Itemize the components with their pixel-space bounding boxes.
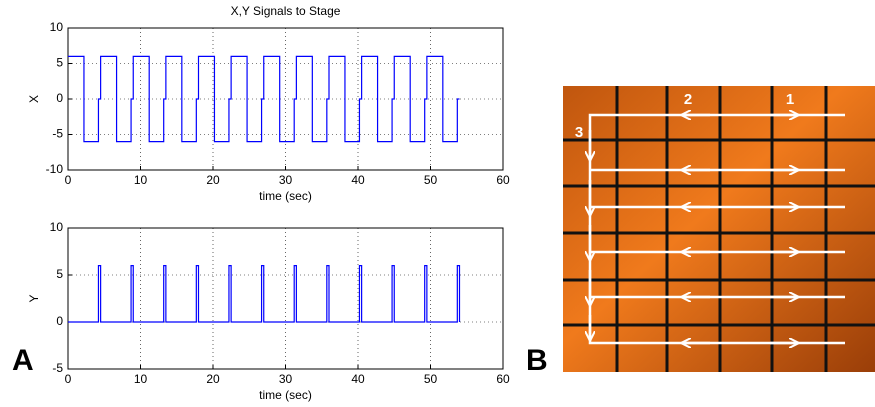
x-tick-label: 60 [496,372,510,386]
y-tick-label: -10 [46,162,64,176]
x-axis-label: time (sec) [259,189,312,203]
x-tick-label: 50 [424,372,438,386]
scan-diagram: 1 2 3 [563,86,875,372]
figure: A B 1 [0,0,875,407]
x-tick-label: 60 [496,173,510,187]
y-tick-label: 0 [56,91,63,105]
x-tick-label: 30 [279,173,293,187]
x-axis-label: time (sec) [259,388,312,402]
x-tick-label: 40 [351,173,365,187]
y-axis-label: Y [27,294,41,302]
x-tick-label: 50 [424,173,438,187]
y-tick-label: 10 [50,220,64,234]
y-tick-label: 10 [50,20,64,34]
x-tick-label: 0 [65,372,72,386]
y-tick-label: -5 [52,361,63,375]
step-label: 2 [684,91,692,108]
x-tick-label: 10 [134,372,148,386]
x-tick-label: 20 [206,372,220,386]
x-tick-label: 10 [134,173,148,187]
chart-title: X,Y Signals to Stage [231,4,341,18]
step-label: 3 [575,124,583,141]
x-tick-label: 30 [279,372,293,386]
panel-label: A [12,344,34,377]
x-tick-label: 20 [206,173,220,187]
y-axis-label: X [27,95,41,103]
step-label: 1 [786,91,794,108]
x-tick-label: 40 [351,372,365,386]
y-tick-label: 5 [56,267,63,281]
y-tick-label: -5 [52,127,63,141]
y-tick-label: 0 [56,314,63,328]
y-tick-label: 5 [56,56,63,70]
panel-label: B [526,344,548,377]
x-tick-label: 0 [65,173,72,187]
